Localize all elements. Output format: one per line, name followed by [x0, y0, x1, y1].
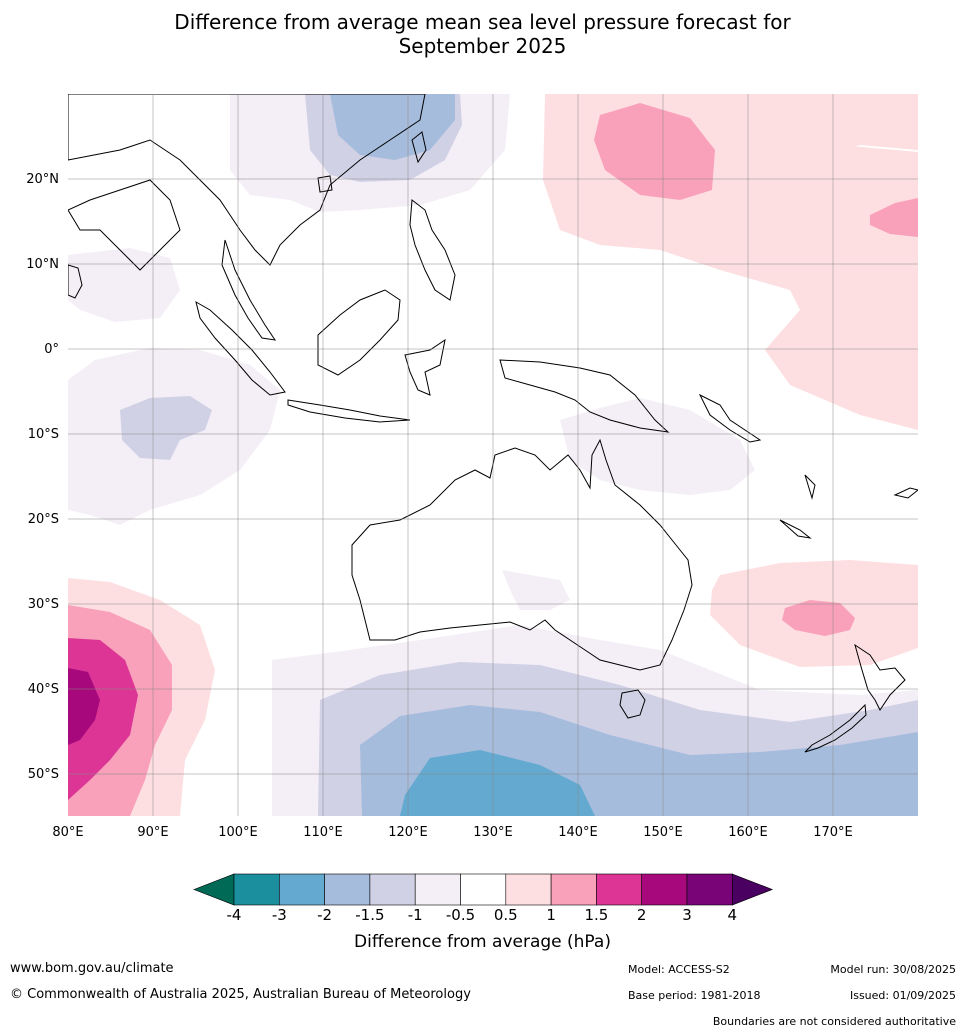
lon-label: 120°E	[388, 825, 428, 840]
colorbar-tick-label: -1	[407, 906, 423, 924]
colorbar-tick-label: -0.5	[445, 906, 476, 924]
lat-label: 0°	[44, 342, 59, 357]
colorbar-swatch	[278, 873, 325, 906]
colorbar-swatch	[233, 873, 280, 906]
colorbar	[193, 873, 774, 906]
title-line1: Difference from average mean sea level p…	[174, 10, 791, 34]
lat-label: 50°S	[28, 767, 59, 782]
lat-label: 10°N	[26, 257, 59, 272]
lon-label: 170°E	[813, 825, 853, 840]
colorbar-tick-label: 1.5	[584, 906, 609, 924]
longitude-labels: 80°E 90°E 100°E 110°E 120°E 130°E 140°E …	[52, 825, 852, 840]
lon-label: 150°E	[643, 825, 683, 840]
colorbar-tick-label: 1	[546, 906, 556, 924]
colorbar-label: Difference from average (hPa)	[354, 932, 611, 952]
lat-label: 10°S	[28, 427, 59, 442]
colorbar-swatch	[550, 873, 597, 906]
model-run: Model run: 30/08/2025	[830, 963, 956, 976]
gridlines	[68, 94, 918, 816]
website-link[interactable]: www.bom.gov.au/climate	[10, 961, 174, 976]
lon-label: 130°E	[473, 825, 513, 840]
colorbar-swatch	[505, 873, 552, 906]
colorbar-swatch	[641, 873, 688, 906]
colorbar-swatch	[460, 873, 507, 906]
coastlines	[68, 94, 918, 753]
colorbar-tick-label: 2	[636, 906, 647, 924]
disclaimer: Boundaries are not considered authoritat…	[712, 1015, 956, 1028]
lon-label: 140°E	[558, 825, 598, 840]
colorbar-swatch	[686, 873, 733, 906]
lat-label: 30°S	[28, 597, 59, 612]
anomaly-contours	[68, 94, 918, 816]
colorbar-tick-label: -3	[271, 906, 287, 924]
copyright-text: © Commonwealth of Australia 2025, Austra…	[10, 987, 471, 1002]
colorbar-extend-high	[731, 873, 774, 906]
colorbar-swatch	[324, 873, 371, 906]
lon-label: 100°E	[218, 825, 258, 840]
issued-date: Issued: 01/09/2025	[849, 989, 956, 1002]
lat-label: 20°N	[26, 172, 59, 187]
latitude-labels: 20°N 10°N 0° 10°S 20°S 30°S 40°S 50°S	[26, 172, 59, 782]
lon-label: 160°E	[728, 825, 768, 840]
colorbar-tick-label: -1.5	[355, 906, 385, 924]
lon-label: 80°E	[52, 825, 83, 840]
lat-label: 20°S	[28, 512, 59, 527]
colorbar-swatch	[414, 873, 461, 906]
colorbar-tick-label: -4	[226, 906, 242, 924]
lon-label: 110°E	[303, 825, 343, 840]
base-period: Base period: 1981-2018	[628, 989, 761, 1002]
colorbar-swatch	[369, 873, 416, 906]
colorbar-swatch	[596, 873, 643, 906]
lon-label: 90°E	[137, 825, 168, 840]
colorbar-tick-label: -2	[317, 906, 333, 924]
lat-label: 40°S	[28, 682, 59, 697]
colorbar-extend-low	[193, 873, 235, 906]
colorbar-tick-label: 0.5	[493, 906, 518, 924]
colorbar-tick-label: 3	[682, 906, 692, 924]
colorbar-tick-label: 4	[727, 906, 738, 924]
title-line2: September 2025	[398, 34, 567, 58]
model-name: Model: ACCESS-S2	[628, 963, 730, 976]
